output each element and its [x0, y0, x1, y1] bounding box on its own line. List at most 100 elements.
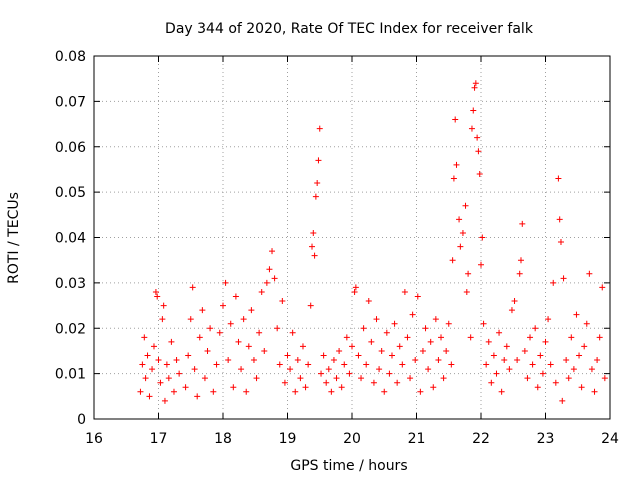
- data-point: [363, 361, 370, 368]
- data-point: [524, 375, 531, 382]
- data-point: [336, 347, 343, 354]
- data-point: [149, 366, 156, 373]
- y-tick-label: 0.04: [55, 231, 86, 247]
- data-point: [220, 302, 226, 309]
- data-point: [194, 393, 201, 400]
- data-point: [287, 366, 294, 373]
- data-point: [570, 366, 577, 373]
- data-point: [409, 311, 416, 318]
- data-point: [443, 347, 450, 354]
- data-point: [370, 379, 377, 386]
- data-point: [297, 375, 304, 382]
- data-point: [417, 388, 424, 395]
- data-point: [323, 379, 330, 386]
- data-point: [232, 293, 239, 300]
- data-point: [351, 288, 358, 295]
- data-point: [182, 384, 189, 391]
- data-point: [305, 361, 312, 368]
- data-point: [378, 347, 385, 354]
- data-point: [450, 175, 457, 182]
- data-point: [266, 266, 273, 273]
- data-point: [391, 320, 398, 327]
- data-point: [349, 343, 355, 350]
- data-point: [191, 366, 198, 373]
- data-point: [467, 334, 474, 341]
- roti-points: [137, 80, 608, 404]
- data-point: [201, 375, 208, 382]
- data-point: [599, 284, 606, 291]
- data-point: [142, 375, 149, 382]
- data-point: [240, 316, 247, 323]
- data-point: [227, 320, 234, 327]
- data-point: [563, 357, 570, 364]
- data-point: [545, 316, 552, 323]
- x-tick-label: 21: [408, 431, 426, 447]
- data-point: [537, 352, 544, 359]
- data-point: [556, 216, 563, 223]
- data-point: [352, 284, 359, 291]
- data-point: [152, 288, 159, 295]
- data-point: [225, 357, 232, 364]
- data-point: [449, 257, 456, 264]
- data-point: [576, 352, 583, 359]
- data-point: [299, 343, 306, 350]
- data-point: [276, 361, 283, 368]
- data-point: [394, 379, 401, 386]
- y-tick-label: 0.01: [55, 367, 86, 383]
- x-tick-label: 17: [150, 431, 168, 447]
- data-point: [341, 361, 348, 368]
- data-point: [315, 157, 322, 164]
- data-point: [157, 379, 164, 386]
- data-point: [445, 320, 452, 327]
- data-point: [139, 361, 146, 368]
- data-point: [462, 202, 469, 209]
- data-point: [271, 275, 278, 282]
- y-tick-label: 0.03: [55, 276, 86, 292]
- data-point: [381, 388, 388, 395]
- data-point: [155, 357, 162, 364]
- data-point: [150, 343, 157, 350]
- data-point: [586, 270, 593, 277]
- data-point: [552, 379, 559, 386]
- data-point: [316, 125, 323, 132]
- data-point: [539, 370, 546, 377]
- data-point: [534, 384, 541, 391]
- data-point: [401, 288, 408, 295]
- data-point: [189, 284, 196, 291]
- data-point: [435, 357, 442, 364]
- data-point: [521, 347, 528, 354]
- data-point: [250, 357, 257, 364]
- data-point: [568, 334, 575, 341]
- data-point: [511, 298, 518, 305]
- data-point: [483, 361, 490, 368]
- data-point: [207, 325, 214, 332]
- y-tick-label: 0.08: [55, 49, 86, 65]
- data-point: [318, 370, 325, 377]
- data-point: [289, 329, 296, 336]
- data-point: [601, 375, 608, 382]
- data-point: [474, 134, 481, 141]
- data-point: [478, 261, 484, 268]
- data-point: [527, 334, 534, 341]
- data-point: [414, 293, 421, 300]
- data-point: [471, 84, 478, 91]
- data-point: [368, 338, 375, 345]
- data-point: [542, 338, 549, 345]
- data-point: [365, 298, 372, 305]
- data-point: [519, 220, 526, 227]
- data-point: [235, 338, 242, 345]
- x-tick-label: 16: [85, 431, 103, 447]
- data-point: [292, 388, 299, 395]
- data-point: [163, 361, 170, 368]
- data-point: [196, 334, 203, 341]
- x-tick-label: 18: [214, 431, 232, 447]
- data-point: [154, 293, 161, 300]
- data-point: [594, 357, 601, 364]
- chart-title: Day 344 of 2020, Rate Of TEC Index for r…: [165, 21, 534, 37]
- data-point: [238, 366, 245, 373]
- data-point: [516, 270, 523, 277]
- data-point: [333, 375, 340, 382]
- y-tick-label: 0.05: [55, 185, 86, 201]
- data-point: [493, 370, 500, 377]
- y-tick-label: 0.07: [55, 94, 86, 110]
